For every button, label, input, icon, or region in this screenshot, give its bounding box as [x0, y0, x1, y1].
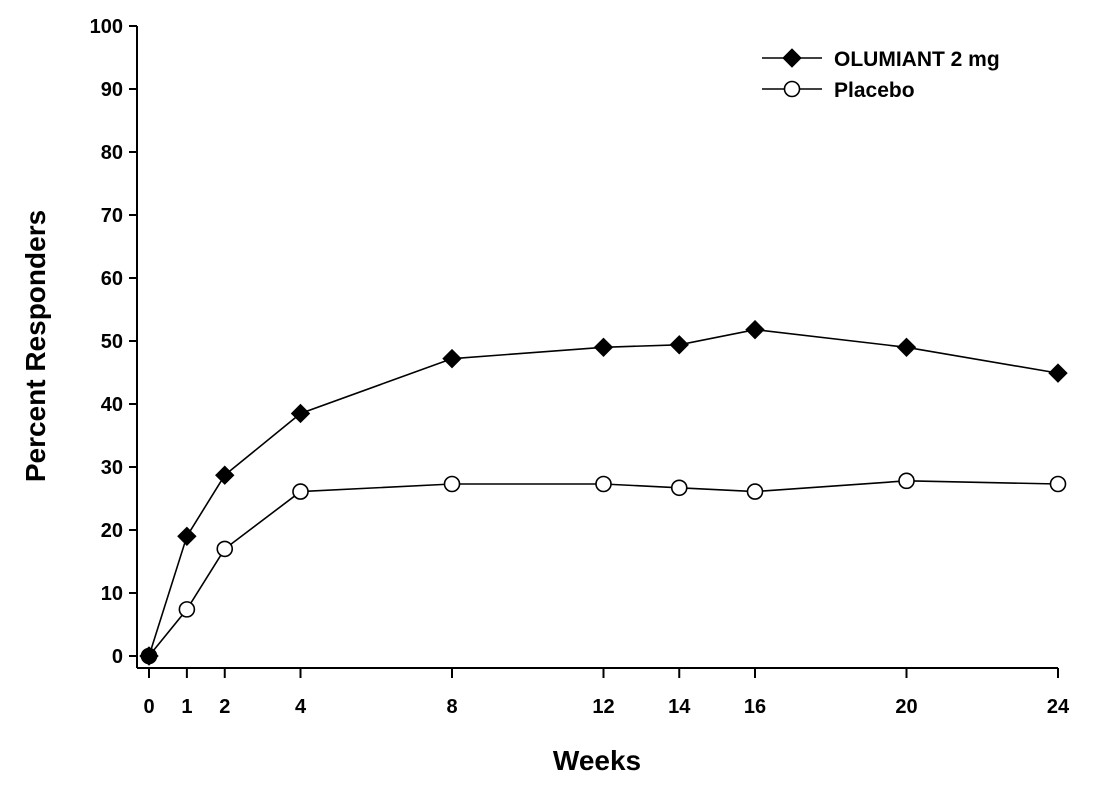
- x-axis-title: Weeks: [553, 745, 641, 776]
- data-point-placebo: [746, 483, 764, 500]
- y-tick-label: 10: [101, 583, 123, 605]
- data-point-olumiant-2-mg: [593, 337, 614, 358]
- x-tick-label: 24: [1047, 696, 1070, 718]
- series-line-placebo: [148, 480, 1059, 657]
- x-tick-label: 16: [744, 696, 766, 718]
- data-point-placebo: [595, 475, 612, 493]
- x-tick-label: 20: [895, 696, 917, 718]
- y-tick-label: 30: [101, 457, 123, 479]
- data-point-olumiant-2-mg: [1048, 363, 1068, 383]
- data-point-placebo: [216, 540, 234, 558]
- y-tick-label: 80: [101, 142, 123, 164]
- data-point-olumiant-2-mg: [669, 335, 689, 355]
- x-tick-label: 12: [592, 696, 614, 718]
- series-lines: [148, 328, 1059, 657]
- x-tick-label: 2: [219, 696, 230, 718]
- y-tick-label: 100: [90, 16, 123, 38]
- data-point-olumiant-2-mg: [442, 348, 462, 369]
- y-tick-label: 60: [101, 268, 123, 290]
- data-point-placebo: [670, 479, 688, 497]
- x-tick-label: 4: [295, 696, 307, 718]
- x-tick-label: 8: [446, 696, 457, 718]
- data-point-placebo: [1049, 475, 1067, 493]
- x-tick-label: 1: [181, 696, 192, 718]
- y-tick-label: 0: [112, 646, 123, 668]
- series-line-olumiant-2-mg: [148, 328, 1059, 657]
- data-point-olumiant-2-mg: [215, 465, 235, 485]
- x-tick-label: 0: [143, 696, 154, 718]
- data-point-placebo: [292, 483, 309, 500]
- legend-label-olumiant-2-mg: OLUMIANT 2 mg: [834, 48, 1000, 71]
- legend-label-placebo: Placebo: [834, 79, 915, 102]
- data-point-placebo: [178, 601, 196, 618]
- y-tick-label: 40: [101, 394, 123, 416]
- data-point-olumiant-2-mg: [139, 646, 159, 666]
- y-tick-label: 20: [101, 520, 123, 542]
- data-point-placebo: [898, 472, 915, 490]
- y-tick-label: 70: [101, 205, 123, 227]
- y-tick-label: 90: [101, 79, 123, 101]
- data-point-olumiant-2-mg: [290, 403, 311, 424]
- legend-marker-olumiant-2-mg: [782, 48, 802, 68]
- y-axis-title: Percent Responders: [20, 210, 51, 482]
- data-point-olumiant-2-mg: [177, 526, 197, 547]
- legend-marker-placebo: [783, 80, 801, 98]
- data-point-olumiant-2-mg: [745, 319, 765, 340]
- data-point-placebo: [443, 475, 461, 493]
- x-tick-label: 14: [668, 696, 691, 718]
- legend: OLUMIANT 2 mg Placebo: [762, 48, 1000, 102]
- y-tick-label: 50: [101, 331, 123, 353]
- data-point-olumiant-2-mg: [896, 337, 917, 358]
- series-markers: [139, 319, 1068, 666]
